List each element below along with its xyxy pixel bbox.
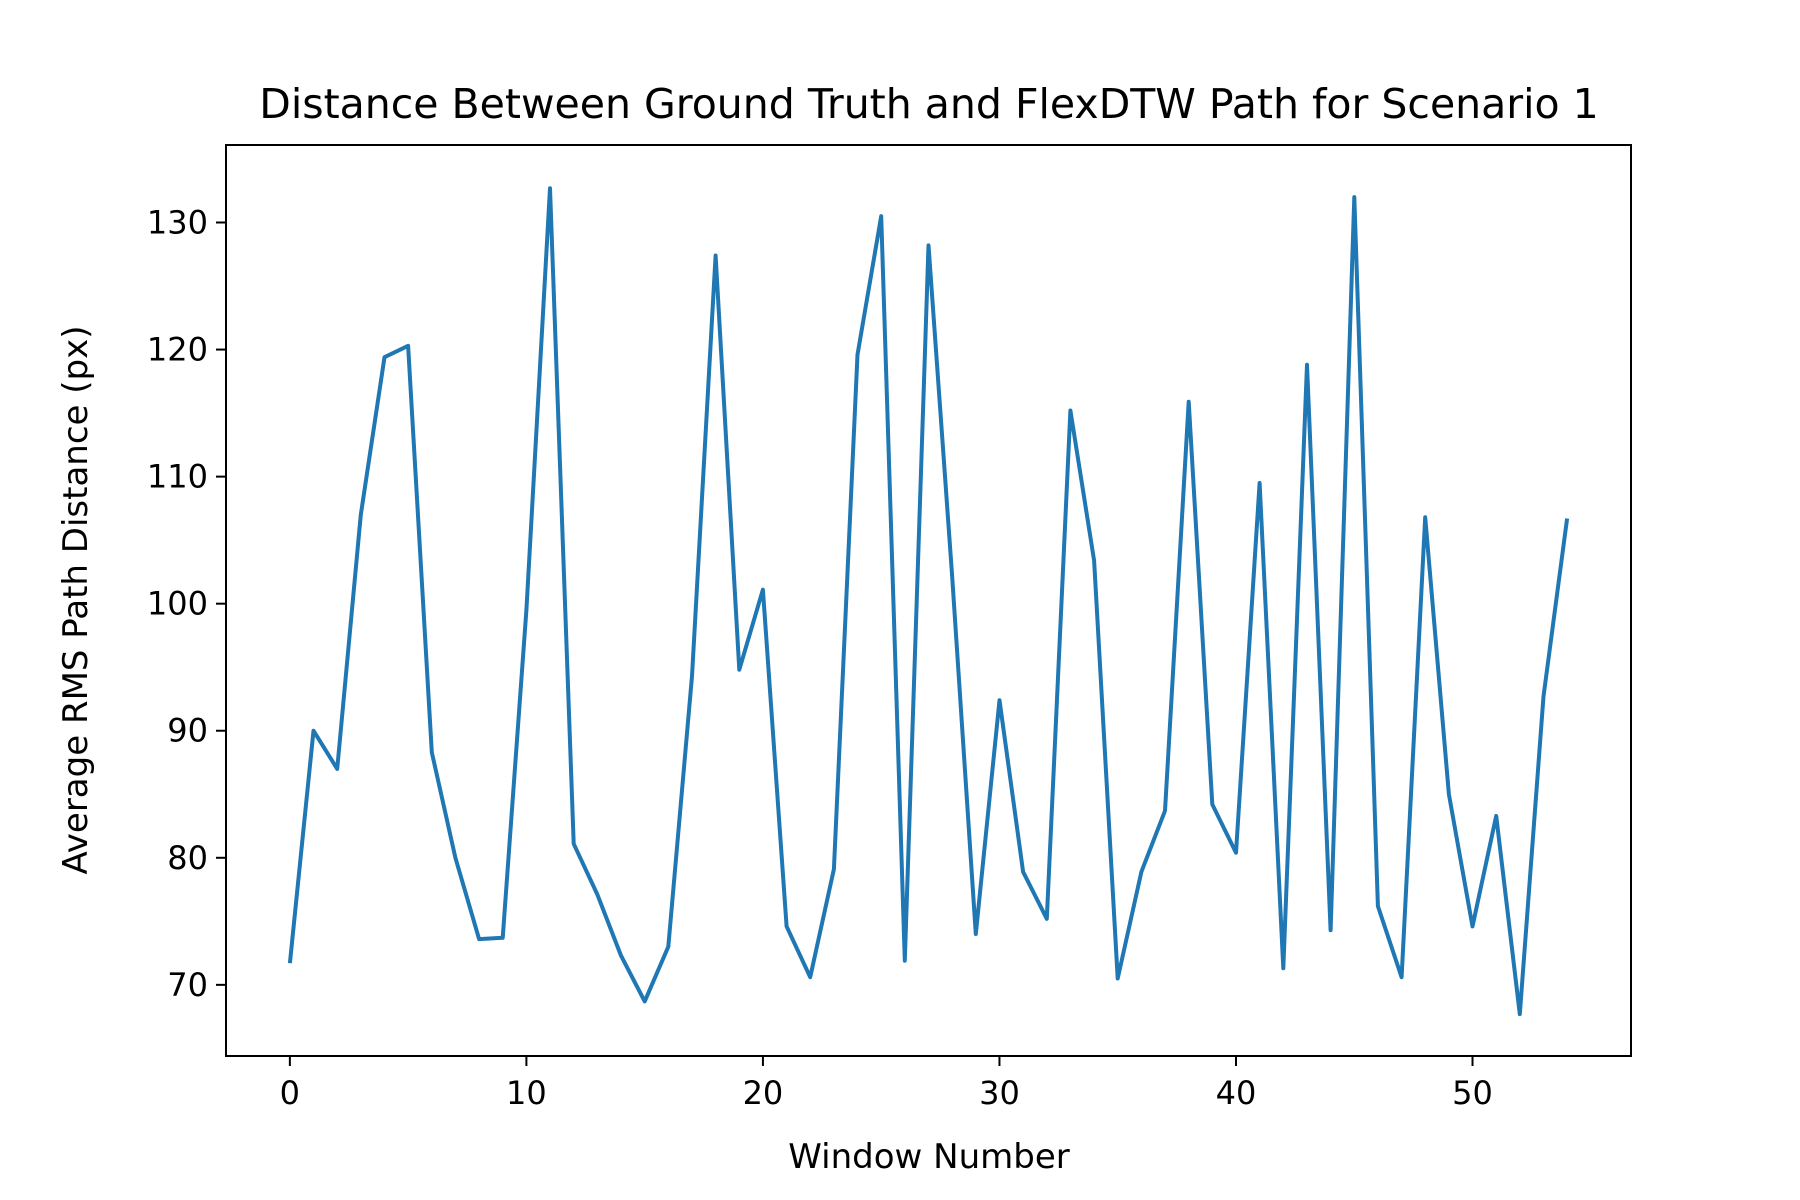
- y-tick-label: 70: [167, 966, 208, 1004]
- plot-area: [287, 186, 1570, 1017]
- x-tick-label: 30: [979, 1074, 1020, 1112]
- y-axis: 70 80 90 100 110 120 130: [147, 204, 226, 1004]
- y-axis-label: Average RMS Path Distance (px): [56, 326, 96, 875]
- y-tick-label: 130: [147, 204, 208, 242]
- plot-frame: [225, 144, 1632, 1057]
- y-tick-label: 90: [167, 712, 208, 750]
- x-tick-label: 50: [1452, 1074, 1493, 1112]
- y-tick-label: 100: [147, 585, 208, 623]
- x-tick-label: 0: [280, 1074, 300, 1112]
- x-tick-label: 40: [1216, 1074, 1257, 1112]
- y-tick-label: 120: [147, 331, 208, 369]
- x-axis-label: Window Number: [788, 1137, 1069, 1177]
- y-tick-label: 110: [147, 458, 208, 496]
- x-tick-label: 10: [506, 1074, 547, 1112]
- y-tick-label: 80: [167, 839, 208, 877]
- x-tick-label: 20: [743, 1074, 784, 1112]
- series-line-0: [287, 186, 1570, 1017]
- x-axis: 0 10 20 30 40 50: [280, 1056, 1493, 1112]
- chart-title: Distance Between Ground Truth and FlexDT…: [259, 80, 1599, 128]
